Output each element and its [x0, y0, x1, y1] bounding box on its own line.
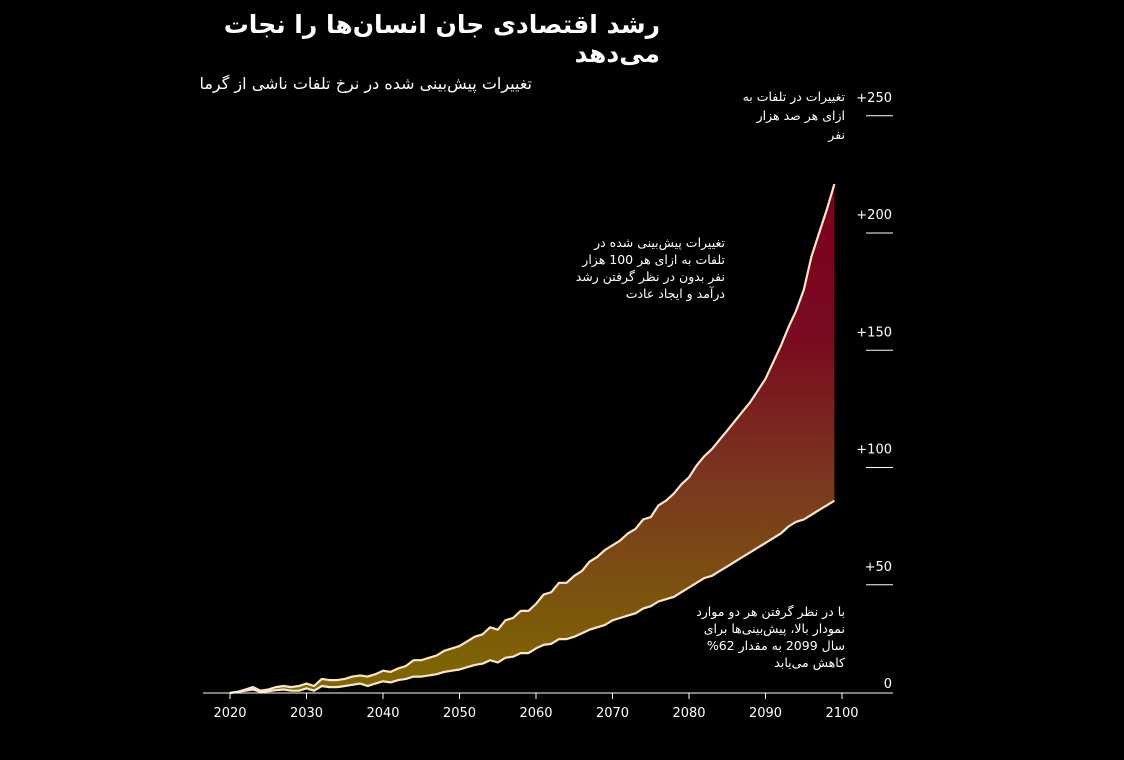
y-tick-label: +200 — [856, 208, 892, 223]
x-tick-label: 2030 — [290, 706, 323, 721]
annotation-baseline-projection: تغییرات پیش‌بینی شده در تلفات به ازای هر… — [575, 235, 725, 301]
x-tick-label: 2020 — [213, 706, 246, 721]
y-tick-label: 0 — [884, 677, 892, 692]
series-line-adjusted — [229, 499, 835, 695]
x-tick-label: 2060 — [519, 706, 552, 721]
series-line-baseline — [229, 183, 836, 695]
y-tick-label: +100 — [856, 443, 892, 458]
annotation-adjusted-projection: با در نظر گرفتن هر دو موارد نمودار بالا،… — [696, 604, 845, 670]
y-tick-label: +250 — [856, 91, 892, 106]
x-tick-label: 2040 — [366, 706, 399, 721]
x-tick-label: 2080 — [672, 706, 705, 721]
x-tick-label: 2090 — [749, 706, 782, 721]
x-tick-label: 2070 — [596, 706, 629, 721]
x-tick-label: 2050 — [443, 706, 476, 721]
y-tick-label: +50 — [865, 560, 892, 575]
x-tick-label: 2100 — [825, 706, 858, 721]
chart-title: رشد اقتصادی جان انسان‌ها را نجات می‌دهد — [223, 10, 660, 68]
y-tick-label: +150 — [856, 325, 892, 340]
chart-subtitle: تغییرات پیش‌بینی شده در نرخ تلفات ناشی ا… — [199, 74, 532, 93]
difference-band — [230, 184, 835, 693]
y-axis-label: تغییرات در تلفات به ازای هر صد هزار نفر — [742, 89, 845, 142]
